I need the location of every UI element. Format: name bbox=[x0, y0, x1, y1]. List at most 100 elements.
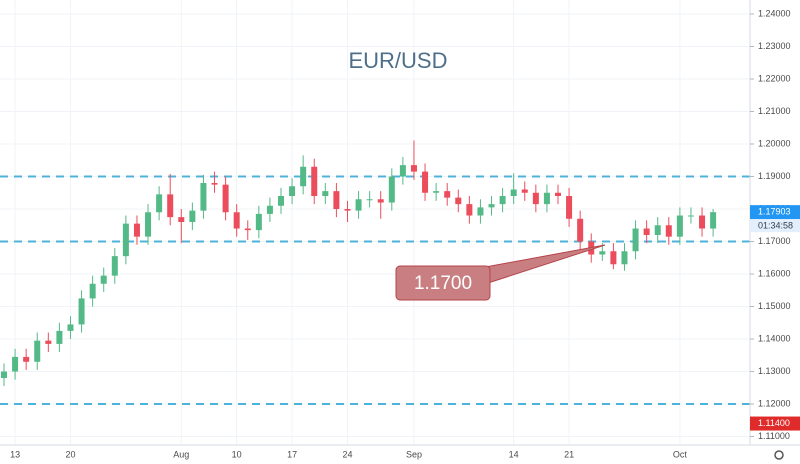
candle-body bbox=[233, 212, 240, 229]
last-price-label: 1.17903 bbox=[758, 207, 791, 217]
candle-body bbox=[532, 192, 539, 205]
annotation: 1.1700 bbox=[395, 244, 606, 301]
candle-body bbox=[78, 298, 85, 325]
candle-body bbox=[278, 196, 284, 206]
x-tick-label: Aug bbox=[173, 449, 189, 459]
candle-body bbox=[643, 228, 650, 236]
candle-body bbox=[1, 371, 7, 379]
candle-body bbox=[388, 176, 395, 203]
x-tick-label: Oct bbox=[673, 449, 688, 459]
candle-body bbox=[566, 196, 573, 219]
candle-body bbox=[244, 228, 251, 231]
candle-body bbox=[499, 196, 506, 205]
candle-body bbox=[433, 191, 440, 193]
candle-body bbox=[255, 213, 262, 231]
candle-body bbox=[366, 199, 373, 201]
annotation-text: 1.1700 bbox=[414, 273, 472, 294]
candle-body bbox=[67, 324, 74, 331]
x-tick-label: 24 bbox=[342, 449, 352, 459]
candle-body bbox=[422, 171, 429, 193]
candle-body bbox=[100, 275, 107, 284]
candle-body bbox=[444, 191, 451, 198]
y-tick-label: 1.14000 bbox=[758, 333, 791, 343]
candle-body bbox=[710, 212, 717, 229]
candle-body bbox=[89, 283, 96, 299]
candle-body bbox=[510, 189, 517, 197]
candle-body bbox=[399, 165, 406, 177]
candle-body bbox=[610, 251, 617, 265]
candle-body bbox=[355, 199, 362, 211]
candle-body bbox=[488, 204, 495, 208]
y-tick-label: 1.16000 bbox=[758, 268, 791, 278]
candle-body bbox=[477, 207, 484, 216]
axes: 1.11000 1.12000 1.13000 1.14000 1.15000 1.160… bbox=[10, 8, 800, 459]
y-tick-label: 1.17000 bbox=[758, 236, 791, 246]
x-tick-label: Sep bbox=[406, 449, 422, 459]
x-tick-label: 10 bbox=[232, 449, 242, 459]
candle-body bbox=[266, 205, 273, 214]
candle-body bbox=[333, 191, 340, 210]
x-tick-label: 21 bbox=[564, 449, 574, 459]
candle-body bbox=[156, 194, 163, 213]
candle-body bbox=[34, 340, 41, 362]
candle-body bbox=[145, 212, 152, 237]
candle-body bbox=[410, 165, 417, 172]
candle-body bbox=[189, 210, 196, 223]
alert-price-box bbox=[750, 416, 800, 431]
candle-body bbox=[56, 330, 63, 344]
countdown-box bbox=[750, 219, 800, 233]
y-tick-label: 1.20000 bbox=[758, 138, 791, 148]
y-tick-label: 1.11000 bbox=[758, 431, 790, 441]
candle-body bbox=[344, 209, 351, 211]
candle-body bbox=[322, 191, 329, 197]
gear[interactable] bbox=[774, 450, 784, 460]
candle-body bbox=[122, 223, 129, 257]
x-tick-label: 20 bbox=[65, 449, 75, 459]
x-tick-label: 14 bbox=[509, 449, 519, 459]
candle-body bbox=[455, 197, 462, 205]
candle-body bbox=[23, 356, 30, 362]
candle-body bbox=[289, 186, 296, 197]
y-tick-label: 1.22000 bbox=[758, 73, 791, 83]
candle-body bbox=[521, 189, 528, 193]
candle-body bbox=[665, 225, 672, 237]
candle-body bbox=[133, 223, 140, 237]
countdown-label: 01:34:58 bbox=[758, 221, 793, 231]
y-tick-label: 1.13000 bbox=[758, 366, 791, 376]
candle-body bbox=[167, 194, 174, 218]
candle-body bbox=[211, 183, 218, 185]
candle-body bbox=[676, 215, 683, 237]
callout-box bbox=[395, 265, 491, 301]
grid bbox=[0, 0, 750, 445]
y-tick-label: 1.12000 bbox=[758, 398, 791, 408]
chart-title: EUR/USD bbox=[348, 48, 447, 73]
candle-body bbox=[599, 251, 606, 255]
candle-body bbox=[178, 217, 185, 223]
last-price-box bbox=[750, 205, 800, 220]
candle-body bbox=[466, 204, 473, 216]
candles bbox=[1, 140, 717, 387]
candle-body bbox=[311, 166, 318, 197]
y-tick-label: 1.15000 bbox=[758, 301, 791, 311]
y-tick-label: 1.19000 bbox=[758, 171, 791, 181]
candle-body bbox=[555, 192, 561, 197]
y-tick-label: 1.23000 bbox=[758, 41, 791, 51]
alert-price-label: 1.11400 bbox=[758, 418, 790, 428]
x-tick-label: 13 bbox=[10, 449, 20, 459]
candle-body bbox=[543, 192, 550, 205]
candle-body bbox=[222, 184, 229, 213]
candle-body bbox=[699, 215, 706, 229]
candle-body bbox=[377, 199, 384, 203]
candle-body bbox=[654, 225, 661, 236]
candle-body bbox=[45, 340, 52, 344]
candle-body bbox=[621, 251, 628, 265]
candle-body bbox=[632, 228, 639, 252]
y-tick-label: 1.24000 bbox=[758, 8, 791, 18]
candle-body bbox=[687, 215, 694, 217]
candle-body bbox=[300, 166, 307, 187]
x-tick-label: 17 bbox=[287, 449, 297, 459]
y-tick-label: 1.21000 bbox=[758, 106, 791, 116]
candle-body bbox=[12, 356, 19, 372]
settings-icon[interactable] bbox=[774, 450, 784, 460]
